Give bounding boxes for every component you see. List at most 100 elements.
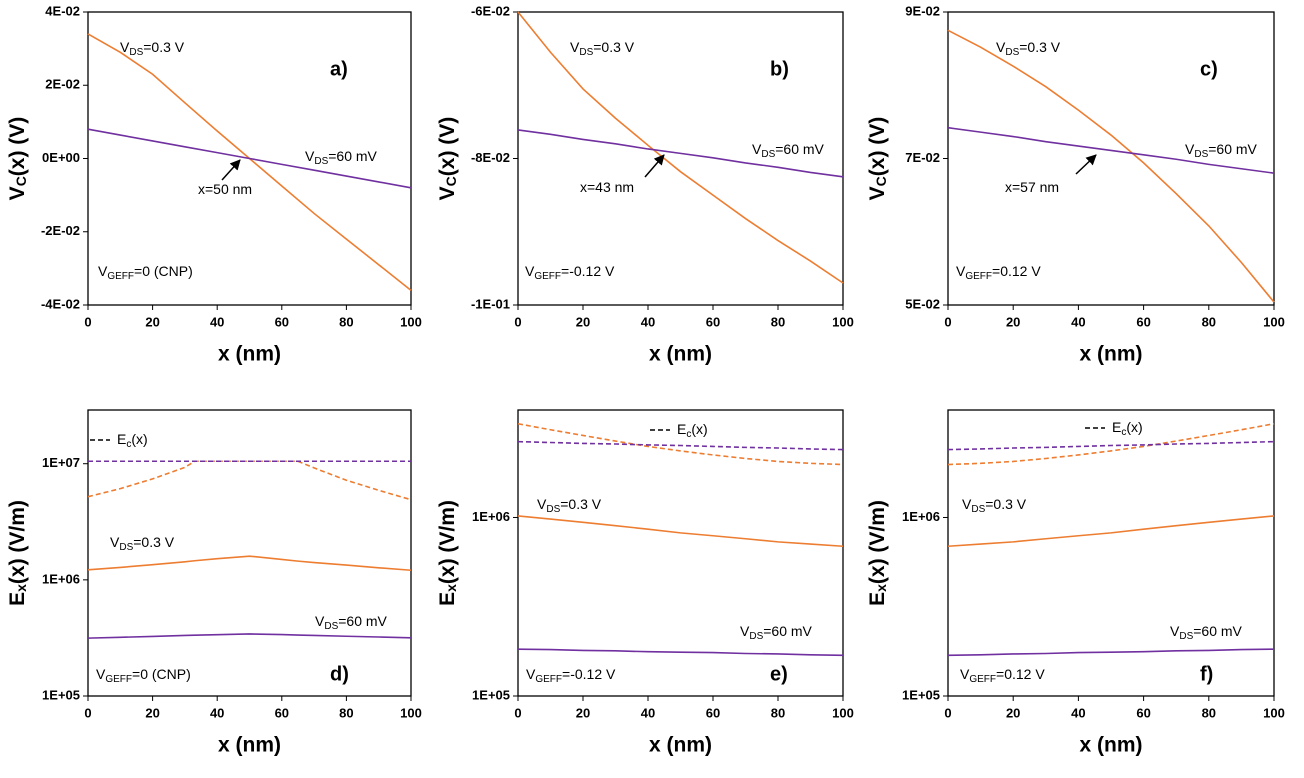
y-tick-label: 1E+07 (42, 455, 80, 470)
dashed-line (947, 422, 1275, 466)
annotation-tail: =60 mV (338, 613, 387, 629)
legend-label-main: E (117, 431, 126, 447)
line (947, 648, 1275, 657)
annotation-main: V (740, 623, 750, 639)
x-tick-label: 80 (771, 314, 785, 329)
annotation-tail: =0.3 V (133, 534, 175, 550)
annotation-main: V (996, 39, 1006, 55)
x-tick-label: 80 (771, 705, 785, 720)
annotation-main: V (98, 263, 108, 279)
legend-label-sub: c (126, 439, 131, 450)
legend-label: Ec(x) (1112, 419, 1143, 438)
annotation: VDS=0.3 V (110, 534, 175, 553)
y-axis-label-main: V (6, 186, 29, 200)
y-axis-label-sub: C (13, 176, 29, 186)
annotation-tail: =0.12 V (996, 666, 1045, 682)
annotation-sub: DS (749, 631, 763, 642)
y-axis-label-sub: C (873, 176, 889, 186)
annotation-main: V (110, 534, 120, 550)
y-tick-label: 0E+00 (42, 150, 80, 165)
x-tick-label: 40 (641, 314, 655, 329)
annotation-main: x=57 nm (1005, 179, 1059, 195)
annotation-tail: =0 (CNP) (132, 666, 191, 682)
dashed-line (87, 460, 412, 501)
annotation-main: V (570, 39, 580, 55)
annotation: VDS=60 mV (305, 148, 378, 167)
panel-label: e) (770, 663, 788, 685)
annotation: x=50 nm (198, 181, 252, 197)
y-axis-label-main: V (866, 186, 889, 200)
x-tick-label: 20 (576, 314, 590, 329)
annotation-main: V (305, 148, 315, 164)
y-axis-label-main: E (436, 592, 459, 606)
y-tick-label: 1E+06 (42, 571, 80, 586)
x-tick-label: 0 (514, 314, 521, 329)
panel-label: f) (1200, 663, 1213, 685)
y-axis-label-main: E (6, 592, 29, 606)
x-tick-label: 0 (514, 705, 521, 720)
y-axis-label-sub: x (873, 584, 889, 592)
x-axis-label: x (nm) (1080, 343, 1143, 366)
annotation-sub: GEFF (107, 271, 134, 282)
annotation-tail: =0.3 V (985, 496, 1027, 512)
y-axis-label-tail: (x) (V/m) (6, 500, 29, 584)
annotation-tail: =0.3 V (593, 39, 635, 55)
annotation-tail: =60 mV (1208, 141, 1257, 157)
y-tick-label: -8E-02 (471, 150, 510, 165)
line (517, 648, 844, 657)
annotation-main: V (525, 263, 535, 279)
y-tick-label: 4E-02 (45, 3, 80, 18)
x-tick-label: 100 (1263, 314, 1285, 329)
legend-label: Ec(x) (117, 431, 148, 450)
annotation-tail: =0.12 V (992, 263, 1041, 279)
y-tick-label: 1E+06 (902, 509, 940, 524)
legend-label-main: E (1112, 419, 1121, 435)
plot-frame (517, 409, 844, 697)
x-tick-label: 60 (1136, 705, 1150, 720)
x-tick-label: 20 (576, 705, 590, 720)
annotation: VDS=0.3 V (962, 496, 1027, 515)
annotation: VDS=0.3 V (996, 39, 1061, 58)
x-tick-label: 80 (1202, 705, 1216, 720)
annotation-main: V (962, 496, 972, 512)
annotation: VDS=60 mV (752, 141, 825, 160)
x-tick-label: 20 (1006, 314, 1020, 329)
plot-frame (947, 409, 1275, 697)
y-axis-label-sub: x (443, 584, 459, 592)
x-axis-label: x (nm) (1080, 734, 1143, 757)
annotation-sub: DS (129, 47, 143, 58)
annotation-main: V (956, 263, 966, 279)
y-axis-label: Ex(x) (V/m) (6, 500, 29, 606)
y-axis-label: Ex(x) (V/m) (436, 500, 459, 606)
arrow (644, 154, 665, 178)
x-tick-label: 40 (1071, 705, 1085, 720)
x-axis-label: x (nm) (649, 343, 712, 366)
line (87, 128, 412, 189)
y-axis-label: Ex(x) (V/m) (866, 500, 889, 606)
line (517, 129, 844, 178)
annotation-sub: DS (119, 542, 133, 553)
x-axis-label: x (nm) (218, 343, 281, 366)
panel-label: d) (330, 663, 349, 685)
x-tick-label: 0 (944, 705, 951, 720)
annotation-sub: GEFF (969, 674, 996, 685)
x-tick-label: 60 (706, 314, 720, 329)
line (517, 515, 844, 548)
x-axis-label: x (nm) (218, 734, 281, 757)
line (517, 11, 844, 284)
annotation-tail: =60 mV (1193, 623, 1242, 639)
annotation: VDS=0.3 V (537, 496, 602, 515)
y-axis-label-tail: (x) (V) (6, 117, 29, 177)
y-tick-label: 2E-02 (45, 77, 80, 92)
x-tick-label: 100 (1263, 705, 1285, 720)
y-axis-label: VC(x) (V) (6, 117, 29, 201)
x-tick-label: 0 (84, 705, 91, 720)
y-axis-label-sub: x (13, 584, 29, 592)
annotation-tail: =60 mV (328, 148, 377, 164)
x-tick-label: 20 (145, 705, 159, 720)
annotation: VDS=60 mV (740, 623, 813, 642)
annotation-tail: =0.3 V (1019, 39, 1061, 55)
annotation-sub: DS (314, 156, 328, 167)
y-axis-label-tail: (x) (V) (436, 117, 459, 177)
